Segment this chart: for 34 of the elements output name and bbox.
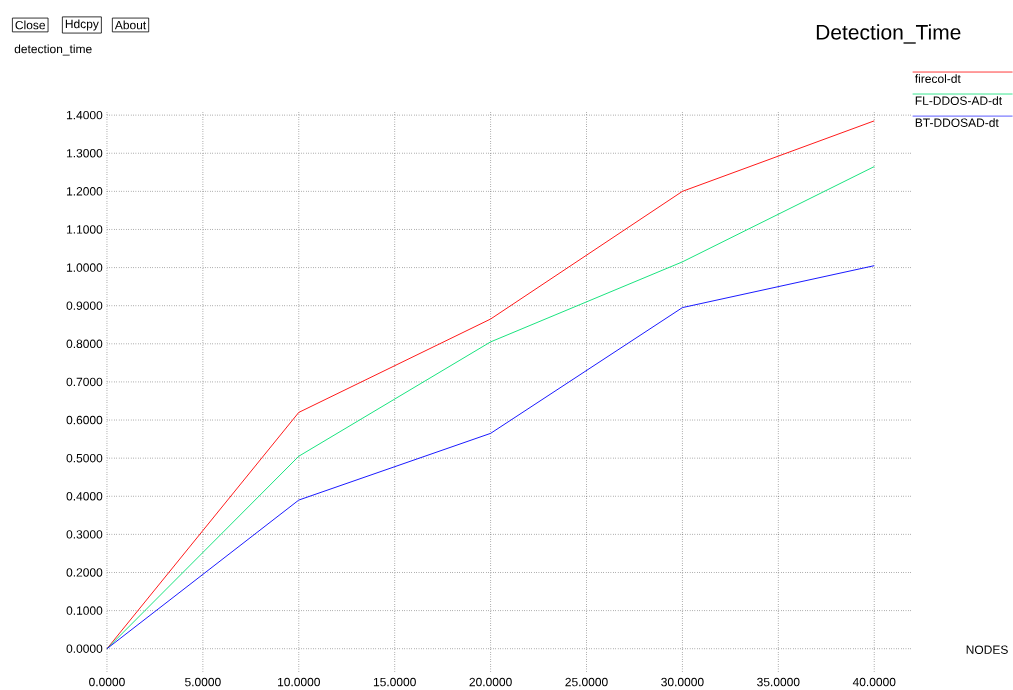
y-tick-label: 0.1000 (66, 606, 103, 615)
x-axis-title: NODES (966, 645, 1008, 654)
x-tick-label: 10.0000 (278, 677, 320, 687)
y-tick-label: 0.4000 (66, 491, 103, 501)
y-tick-label: 0.6000 (66, 415, 103, 425)
y-tick-label: 1.0000 (66, 263, 103, 272)
y-tick-label: 0.9000 (66, 301, 103, 310)
y-tick-label: 0.3000 (66, 530, 103, 539)
y-tick-label: 1.2000 (66, 186, 103, 196)
x-tick-label: 30.0000 (661, 677, 704, 687)
chart-title: Detection_Time (816, 24, 961, 44)
y-tick-label: 1.1000 (66, 225, 103, 234)
y-tick-label: 1.4000 (66, 110, 103, 120)
y-tick-label: 1.3000 (66, 148, 103, 158)
x-tick-label: 5.0000 (185, 677, 221, 687)
y-tick-label: 0.7000 (66, 377, 103, 387)
x-tick-label: 35.0000 (757, 677, 800, 687)
text: About (114, 20, 147, 30)
x-tick-label: 15.0000 (373, 677, 416, 687)
text: firecol-dt (914, 74, 961, 83)
y-axis-title: detection_time (14, 44, 92, 56)
text: BT-DDOSAD-dt (915, 118, 999, 127)
text: FL-DDOS-AD-dt (915, 96, 1003, 105)
y-tick-label: 0.8000 (66, 339, 103, 348)
x-tick-label: 40.0000 (852, 677, 896, 687)
x-tick-label: 0.0000 (89, 677, 125, 687)
text: Close (15, 20, 46, 30)
line-series (106, 265, 875, 650)
y-tick-label: 0.0000 (66, 644, 103, 653)
y-tick-label: 0.2000 (66, 568, 103, 577)
y-tick-label: 0.5000 (66, 453, 103, 463)
x-tick-label: 20.0000 (469, 677, 512, 687)
x-tick-label: 25.0000 (565, 677, 608, 687)
text: Hdcpy (65, 19, 99, 31)
